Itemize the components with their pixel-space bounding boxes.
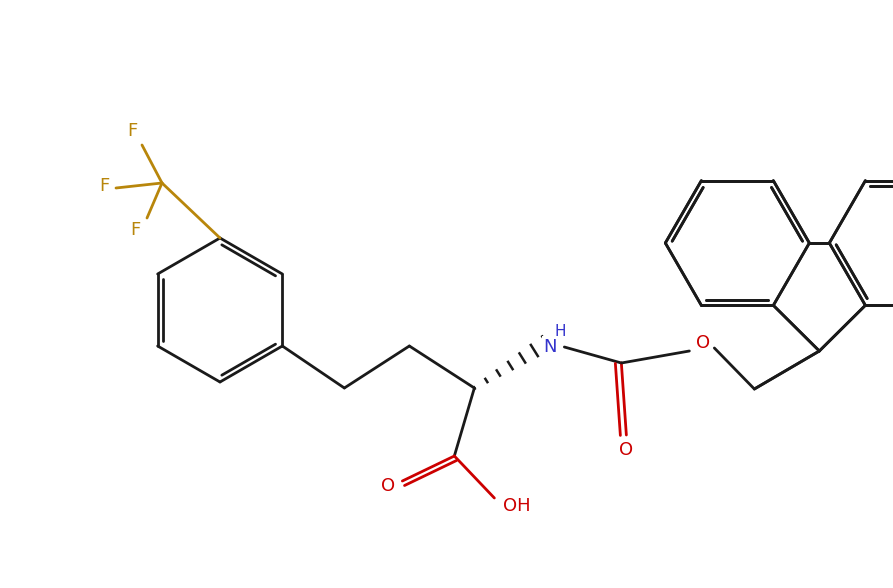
Text: O: O bbox=[381, 477, 396, 495]
Text: OH: OH bbox=[503, 497, 530, 515]
Text: O: O bbox=[619, 441, 633, 459]
Text: H: H bbox=[555, 323, 566, 339]
Text: N: N bbox=[544, 338, 557, 356]
Text: F: F bbox=[99, 177, 109, 195]
Text: O: O bbox=[697, 334, 711, 352]
Text: F: F bbox=[127, 122, 138, 140]
Text: F: F bbox=[129, 221, 140, 239]
